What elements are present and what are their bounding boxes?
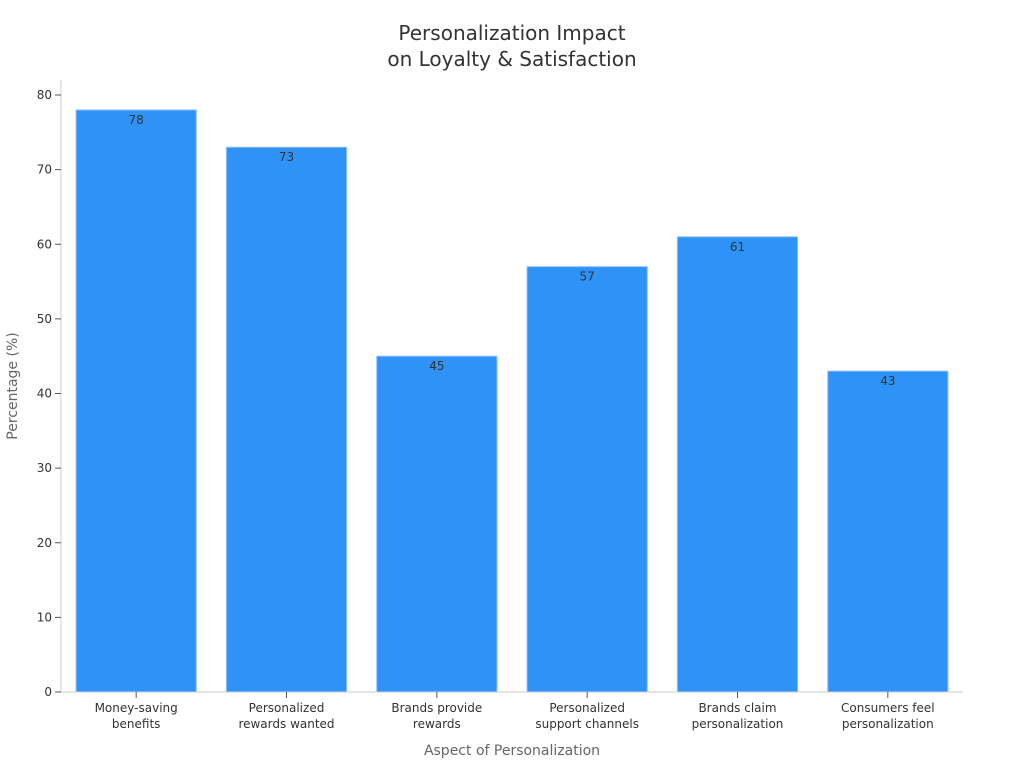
y-tick-label: 30 [37,461,52,475]
plot-area: 78 73 45 57 61 43 [75,109,949,693]
x-tick-label: Consumers feel personalization [841,701,935,731]
chart-title: Personalization Impact on Loyalty & Sati… [387,21,636,71]
x-tick-label: Money-saving benefits [95,701,178,731]
x-axis-label: Aspect of Personalization [424,743,600,759]
x-axis: Money-saving benefits Personalized rewards … [61,691,963,731]
y-tick-label: 10 [37,610,52,624]
y-tick-label: 60 [37,237,52,251]
bar-value-label: 78 [129,113,144,127]
y-axis-label: Percentage (%) [5,332,21,439]
bar-value-label: 43 [880,374,895,388]
bar [225,146,348,693]
y-tick-label: 0 [44,685,52,699]
x-tick-label: Brands provide rewards [391,701,482,731]
bar-value-label: 61 [730,240,745,254]
y-tick-label: 50 [37,312,52,326]
bar-value-label: 57 [580,270,595,284]
bar-value-label: 45 [429,359,444,373]
bar [827,370,949,693]
bar [526,266,648,693]
y-tick-label: 70 [37,163,52,177]
chart-title-line-1: Personalization Impact [398,21,625,45]
x-tick-label: Personalized rewards wanted [238,701,334,731]
chart-title-line-2: on Loyalty & Satisfaction [387,47,636,71]
bar [376,355,498,693]
bar [75,109,197,693]
bar-value-label: 73 [279,150,294,164]
bar [676,236,799,693]
y-axis: 0 10 20 30 40 50 60 70 80 [37,80,62,699]
y-tick-label: 40 [37,387,52,401]
x-tick-label: Brands claim personalization [692,701,784,731]
x-tick-label: Personalized support channels [535,701,639,731]
y-tick-label: 80 [37,88,52,102]
y-tick-label: 20 [37,536,52,550]
